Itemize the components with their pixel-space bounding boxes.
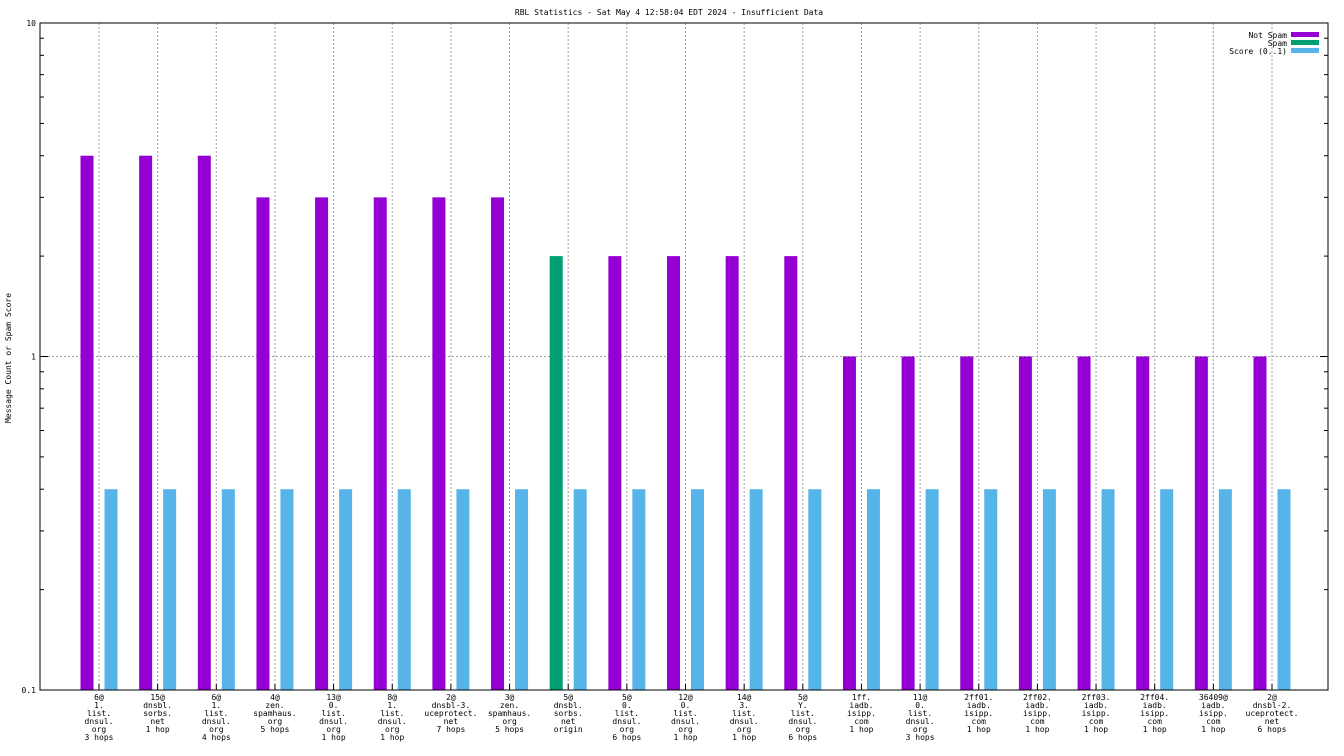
legend-swatch	[1291, 40, 1319, 45]
bar-not-spam	[725, 256, 739, 690]
bar-not-spam	[1136, 356, 1150, 690]
x-tick-label: 8@ 1. list. dnsul. org 1 hop	[378, 693, 407, 742]
bar-score-0-1	[808, 489, 822, 690]
bar-score-0-1	[104, 489, 118, 690]
bar-not-spam	[256, 197, 270, 690]
bar-score-0-1	[339, 489, 353, 690]
bar-score-0-1	[749, 489, 763, 690]
bar-score-0-1	[280, 489, 294, 690]
x-tick-label: 2ff03. iadb. isipp. com 1 hop	[1082, 693, 1111, 734]
chart-title: RBL Statistics - Sat May 4 12:58:04 EDT …	[515, 8, 823, 17]
x-tick-label: 6@ 1. list. dnsul. org 4 hops	[202, 693, 231, 742]
legend-label: Not Spam	[1248, 31, 1287, 40]
y-tick-label: 10	[26, 19, 36, 28]
x-tick-label: 14@ 3. list. dnsul. org 1 hop	[730, 693, 759, 742]
x-tick-label: 5@ dnsbl. sorbs. net origin	[554, 693, 583, 734]
bar-score-0-1	[163, 489, 177, 690]
bar-not-spam	[1194, 356, 1208, 690]
bar-not-spam	[373, 197, 387, 690]
bar-not-spam	[1018, 356, 1032, 690]
bar-score-0-1	[456, 489, 470, 690]
bar-not-spam	[901, 356, 915, 690]
plot-frame	[39, 22, 1329, 691]
bar-score-0-1	[221, 489, 235, 690]
legend-swatch	[1291, 48, 1319, 53]
bar-score-0-1	[1218, 489, 1232, 690]
y-tick-label: 0.1	[22, 686, 37, 695]
bar-score-0-1	[1277, 489, 1291, 690]
x-tick-label: 15@ dnsbl. sorbs. net 1 hop	[143, 693, 172, 734]
bar-score-0-1	[397, 489, 411, 690]
bar-marks	[80, 155, 1291, 690]
bar-not-spam	[1253, 356, 1267, 690]
y-tick-label: 1	[31, 353, 36, 362]
bar-score-0-1	[1042, 489, 1056, 690]
y-axis-label: Message Count or Spam Score	[4, 293, 13, 423]
bar-not-spam	[960, 356, 974, 690]
x-tick-label: 2ff02. iadb. isipp. com 1 hop	[1023, 693, 1052, 734]
x-tick-label: 11@ 0. list. dnsul. org 3 hops	[906, 693, 935, 742]
bar-score-0-1	[515, 489, 529, 690]
bar-not-spam	[1077, 356, 1091, 690]
x-tick-label: 3@ zen. spamhaus. org 5 hops	[488, 693, 531, 734]
bar-spam	[549, 256, 563, 690]
x-tick-label: 6@ 1. list. dnsul. org 3 hops	[85, 693, 114, 742]
x-tick-label: 2ff01. iadb. isipp. com 1 hop	[964, 693, 993, 734]
x-tick-label: 12@ 0. list. dnsul. org 1 hop	[671, 693, 700, 742]
bar-not-spam	[667, 256, 680, 690]
bar-score-0-1	[925, 489, 939, 690]
x-tick-label: 2@ dnsbl-3. uceprotect. net 7 hops	[424, 693, 477, 734]
bar-not-spam	[139, 155, 153, 690]
bar-not-spam	[315, 197, 329, 690]
axis-ticks: 0.1 1 10 6@ 1. list. dnsul. org 3 hops 15@ dnsbl. s…	[22, 19, 1328, 742]
x-tick-label: 4@ zen. spamhaus. org 5 hops	[253, 693, 296, 734]
x-tick-label: 2@ dnsbl-2. uceprotect. net 6 hops	[1246, 693, 1299, 734]
legend-swatch	[1291, 32, 1319, 37]
x-tick-label: 1ff. iadb. isipp. com 1 hop	[847, 693, 876, 734]
bar-score-0-1	[632, 489, 646, 690]
legend-label: Spam	[1268, 39, 1287, 48]
bar-score-0-1	[1101, 489, 1115, 690]
x-tick-label: 2ff04. iadb. isipp. com 1 hop	[1140, 693, 1169, 734]
bar-score-0-1	[866, 489, 880, 690]
bar-not-spam	[432, 197, 446, 690]
bar-not-spam	[80, 155, 94, 690]
bar-not-spam	[784, 256, 798, 690]
bar-not-spam	[197, 155, 211, 690]
bar-score-0-1	[984, 489, 998, 690]
grid-lines	[40, 23, 1328, 690]
legend-label: Score (0..1)	[1229, 47, 1287, 56]
x-tick-label: 36409@ iadb. isipp. com 1 hop	[1199, 693, 1228, 734]
x-tick-label: 5@ Y. list. dnsul. org 6 hops	[788, 693, 817, 742]
bar-score-0-1	[1160, 489, 1174, 690]
x-tick-label: 13@ 0. list. dnsul. org 1 hop	[319, 693, 348, 742]
bar-not-spam	[842, 356, 856, 690]
bar-score-0-1	[573, 489, 587, 690]
bar-not-spam	[491, 197, 505, 690]
bar-score-0-1	[691, 489, 704, 690]
bar-not-spam	[608, 256, 622, 690]
x-tick-label: 5@ 0. list. dnsul. org 6 hops	[612, 693, 641, 742]
